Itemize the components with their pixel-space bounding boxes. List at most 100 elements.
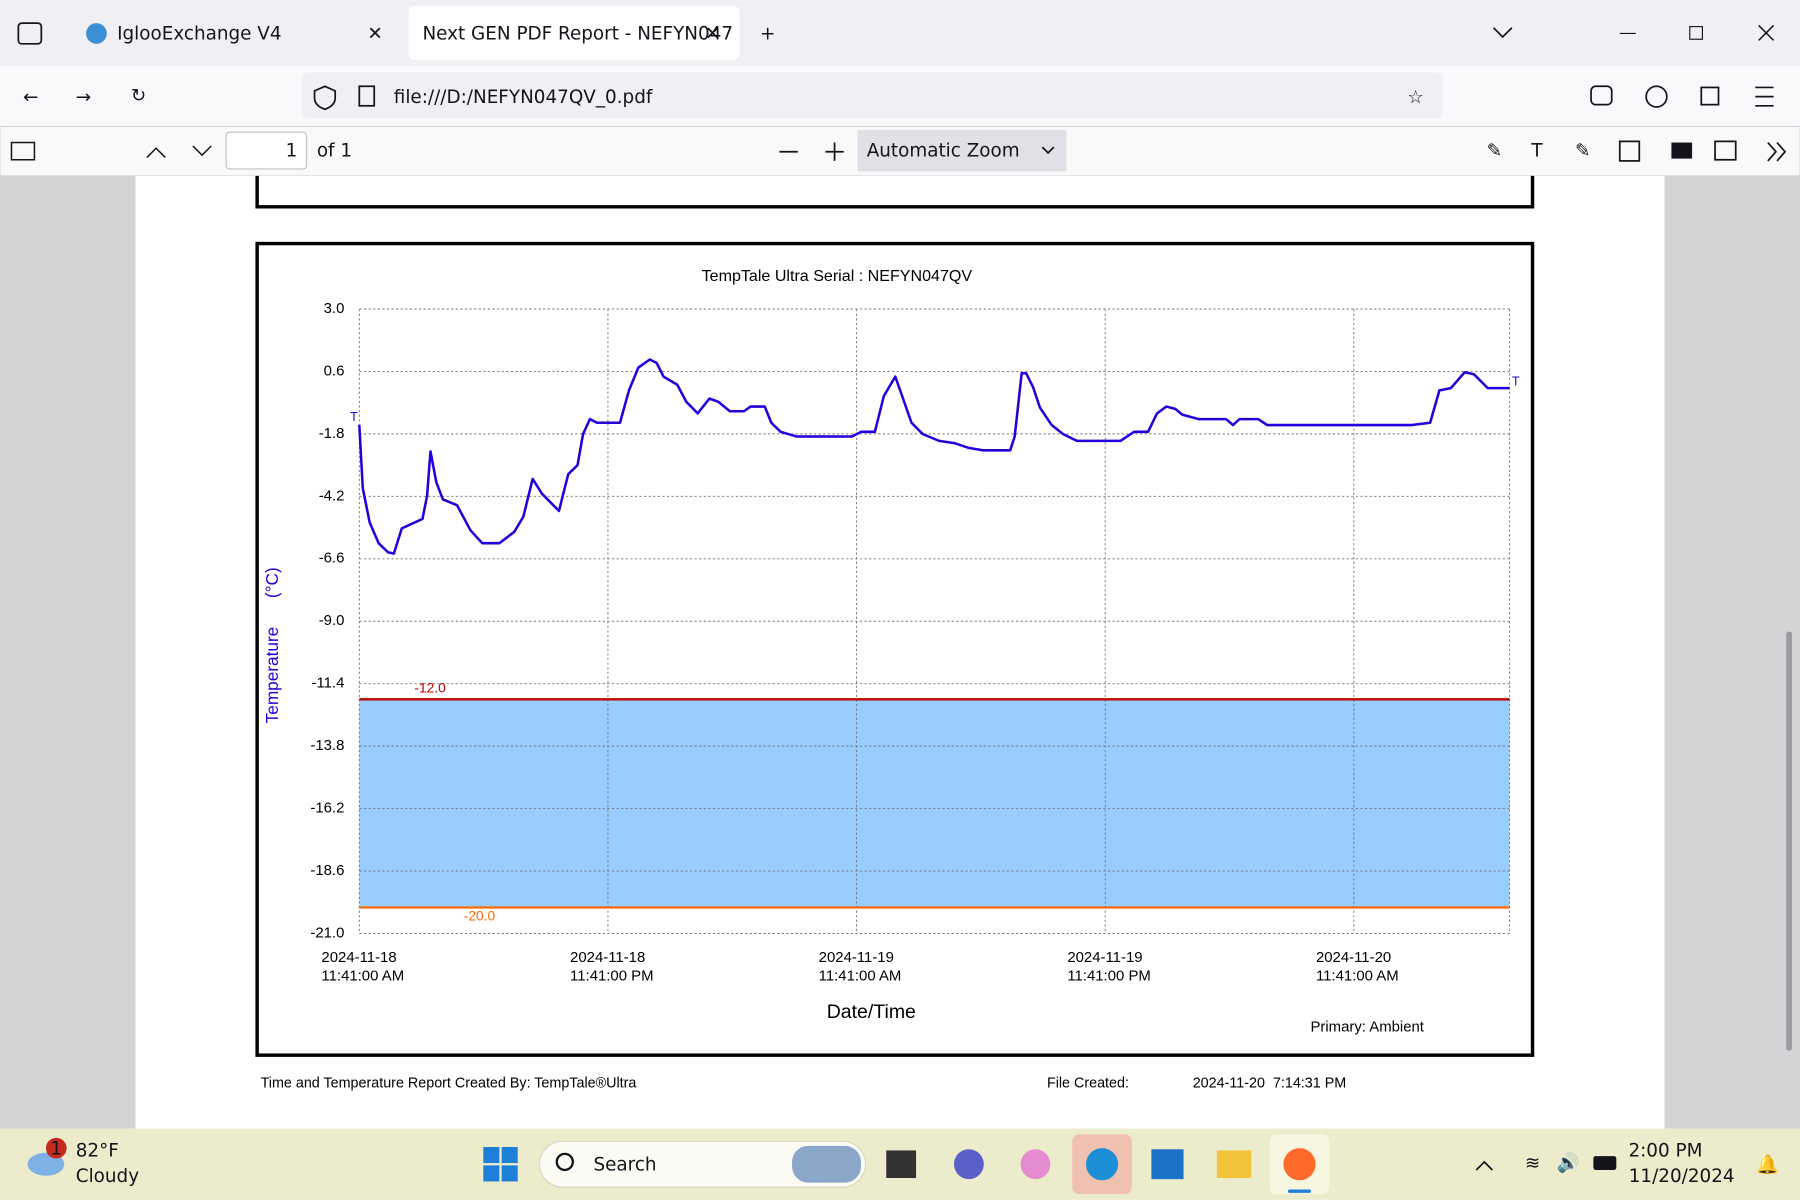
- wifi[interactable]: ≋: [1525, 1153, 1540, 1174]
- task-view[interactable]: [886, 1150, 917, 1178]
- extensions[interactable]: [1700, 86, 1720, 106]
- footer-file-created-label: File Created:: [1047, 1076, 1129, 1092]
- url[interactable]: file:///D:/NEFYN047QV_0.pdf: [394, 87, 653, 108]
- notifications[interactable]: 🔔: [1756, 1153, 1779, 1175]
- prev-page[interactable]: [146, 147, 166, 158]
- tab-overflow[interactable]: [1492, 27, 1513, 39]
- clock-time[interactable]: 2:00 PM: [1628, 1141, 1702, 1162]
- search-label[interactable]: Search: [593, 1154, 656, 1175]
- x-tick-label: 2024-11-20 11:41:00 AM: [1315, 948, 1399, 984]
- reload[interactable]: ↻: [131, 86, 146, 107]
- search-highlight: [792, 1145, 861, 1183]
- previous-frame: [255, 175, 1535, 209]
- zoom-select[interactable]: [857, 129, 1067, 172]
- limit-band: [359, 699, 1510, 908]
- chart: TempTale Ultra Serial : NEFYN047QV Date/…: [262, 267, 1520, 1035]
- y-tick-label: 0.6: [324, 362, 345, 379]
- edge[interactable]: [1085, 1148, 1119, 1181]
- highlight-tool[interactable]: ✎: [1487, 141, 1502, 162]
- tab-title[interactable]: Next GEN PDF Report - NEFYN047: [422, 24, 733, 45]
- line-start-marker: T: [350, 410, 358, 424]
- firefox[interactable]: [1283, 1148, 1316, 1181]
- x-tick-label: 2024-11-18 11:41:00 PM: [570, 948, 654, 984]
- account[interactable]: [1645, 85, 1668, 108]
- new-tab[interactable]: +: [760, 24, 775, 45]
- tab-close[interactable]: ✕: [705, 24, 720, 45]
- tab-close[interactable]: ✕: [367, 24, 382, 45]
- scrollbar[interactable]: [1786, 631, 1792, 1051]
- page-icon: [358, 85, 376, 107]
- close-window[interactable]: [1758, 24, 1775, 41]
- tab-bar: [0, 0, 1800, 66]
- volume[interactable]: 🔊: [1557, 1151, 1580, 1174]
- tab-title[interactable]: IglooExchange V4: [117, 24, 281, 45]
- url-bar[interactable]: [301, 72, 1443, 119]
- y-axis-title: Temperature (°C): [262, 567, 282, 723]
- active-indicator: [1288, 1189, 1311, 1193]
- y-tick-label: -13.8: [310, 737, 344, 754]
- x-tick-label: 2024-11-19 11:41:00 AM: [818, 948, 902, 984]
- weather-badge-count: 1: [50, 1138, 62, 1159]
- back[interactable]: ←: [23, 87, 38, 108]
- text-tool[interactable]: T: [1530, 141, 1543, 162]
- x-tick-label-box: 2024-11-20 11:41:00 AM: [1315, 948, 1399, 984]
- bookmark[interactable]: ☆: [1407, 87, 1423, 108]
- temperature-line: [358, 358, 1510, 555]
- tab-list-icon[interactable]: [17, 22, 43, 45]
- battery[interactable]: [1593, 1156, 1617, 1170]
- pocket[interactable]: [1590, 85, 1613, 106]
- weather-icon[interactable]: [27, 1152, 65, 1176]
- tab-favicon: [86, 23, 107, 44]
- save[interactable]: [1714, 140, 1737, 161]
- weather-condition[interactable]: Cloudy: [76, 1166, 139, 1187]
- restore[interactable]: [1689, 26, 1703, 40]
- copilot[interactable]: [1020, 1149, 1051, 1180]
- x-tick-label-box: 2024-11-18 11:41:00 PM: [570, 948, 654, 984]
- zoom-arrow: [1041, 146, 1055, 155]
- print[interactable]: [1671, 142, 1693, 159]
- report-footer: Time and Temperature Report Created By: …: [261, 1076, 1347, 1092]
- zoom-value[interactable]: Automatic Zoom: [867, 141, 1020, 162]
- start-button[interactable]: [483, 1147, 518, 1182]
- x-axis-title: Date/Time: [827, 1001, 916, 1023]
- x-tick-label: 2024-11-19 11:41:00 PM: [1067, 948, 1151, 984]
- page-input[interactable]: [225, 131, 308, 170]
- chart-title: TempTale Ultra Serial : NEFYN047QV: [702, 267, 973, 285]
- page-count: of 1: [317, 141, 352, 162]
- x-tick-label-box: 2024-11-19 11:41:00 PM: [1067, 948, 1151, 984]
- teams[interactable]: [953, 1149, 984, 1180]
- shield-icon[interactable]: [313, 85, 337, 111]
- clock-date[interactable]: 11/20/2024: [1629, 1166, 1735, 1187]
- image-tool[interactable]: [1618, 140, 1641, 162]
- draw-tool[interactable]: ✎: [1575, 141, 1590, 162]
- x-tick-label-box: 2024-11-18 11:41:00 AM: [321, 948, 404, 984]
- x-tick-label-box: 2024-11-19 11:41:00 AM: [818, 948, 902, 984]
- search-box[interactable]: [538, 1140, 867, 1188]
- file-explorer[interactable]: [1216, 1150, 1252, 1178]
- weather-temp[interactable]: 82°F: [76, 1141, 119, 1162]
- annotation: Primary: Ambient: [1310, 1019, 1424, 1036]
- more-tools[interactable]: [1767, 141, 1787, 162]
- sidebar-toggle[interactable]: [10, 141, 36, 161]
- forward[interactable]: →: [76, 87, 91, 108]
- y-tick-label: -21.0: [310, 924, 344, 941]
- page-number[interactable]: 1: [286, 141, 298, 162]
- y-tick-label: -16.2: [310, 800, 344, 817]
- weather-badge: [45, 1137, 67, 1159]
- menu[interactable]: [1755, 86, 1774, 107]
- next-page[interactable]: [192, 145, 212, 157]
- footer-file-created: 2024-11-20 7:14:31 PM: [1193, 1076, 1346, 1092]
- line-end-marker: T: [1512, 375, 1520, 389]
- y-tick-label: -6.6: [319, 550, 345, 567]
- tray-overflow[interactable]: [1475, 1160, 1493, 1171]
- y-tick-label: -18.6: [310, 862, 344, 879]
- y-tick-label: -9.0: [319, 612, 345, 629]
- active-tab[interactable]: [408, 5, 740, 60]
- zoom-in[interactable]: [825, 142, 844, 161]
- search-icon: [555, 1152, 574, 1172]
- footer-created-by: Time and Temperature Report Created By: …: [261, 1076, 637, 1092]
- y-tick-label: -4.2: [319, 487, 345, 504]
- store[interactable]: [1151, 1149, 1184, 1180]
- y-tick-label: -1.8: [319, 425, 345, 442]
